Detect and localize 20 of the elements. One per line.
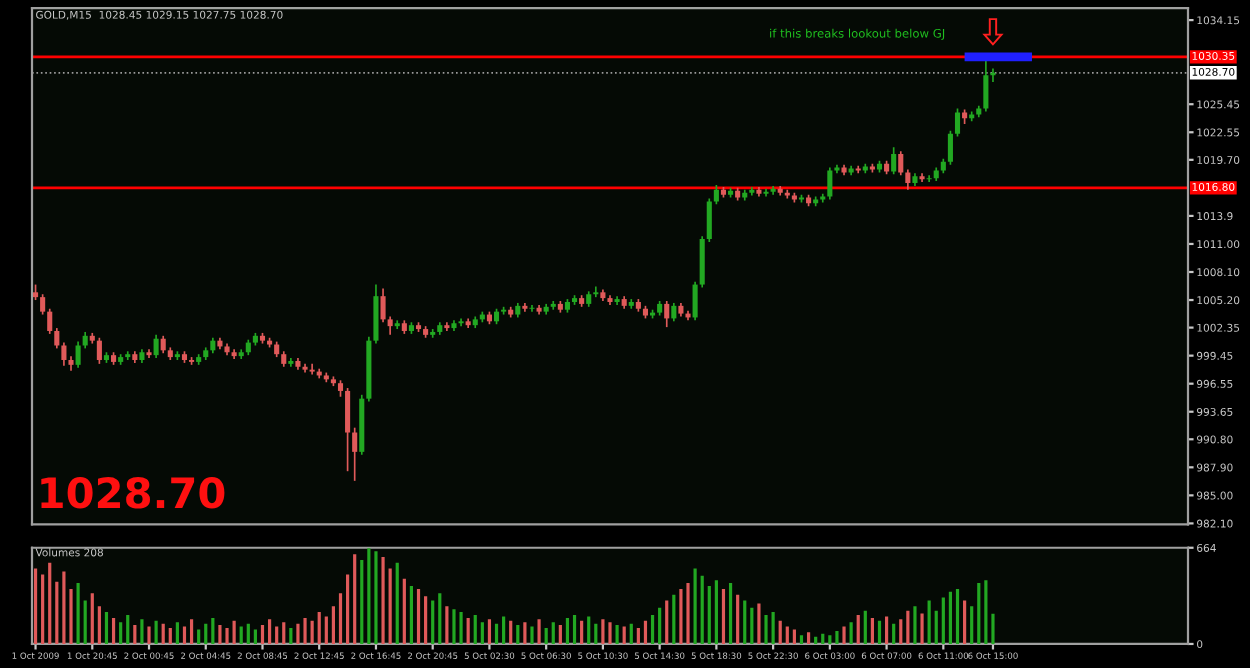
candlestick — [763, 188, 769, 198]
candlestick — [75, 340, 81, 369]
annotation: 1028.70 — [41, 477, 225, 509]
candlestick — [983, 57, 989, 113]
candlestick — [664, 300, 670, 328]
candlestick — [529, 304, 535, 313]
candlestick — [352, 426, 358, 482]
candlestick — [891, 146, 897, 176]
candlestick — [458, 317, 464, 327]
candlestick — [926, 174, 932, 183]
candlestick — [947, 129, 953, 166]
candlestick — [954, 107, 961, 138]
candlestick — [671, 302, 677, 323]
candlestick — [713, 184, 719, 206]
candlestick — [153, 334, 159, 359]
candlestick — [40, 293, 46, 316]
candlestick — [96, 336, 102, 365]
candlestick — [827, 166, 833, 201]
candlestick — [345, 387, 351, 473]
candlestick — [898, 150, 904, 177]
